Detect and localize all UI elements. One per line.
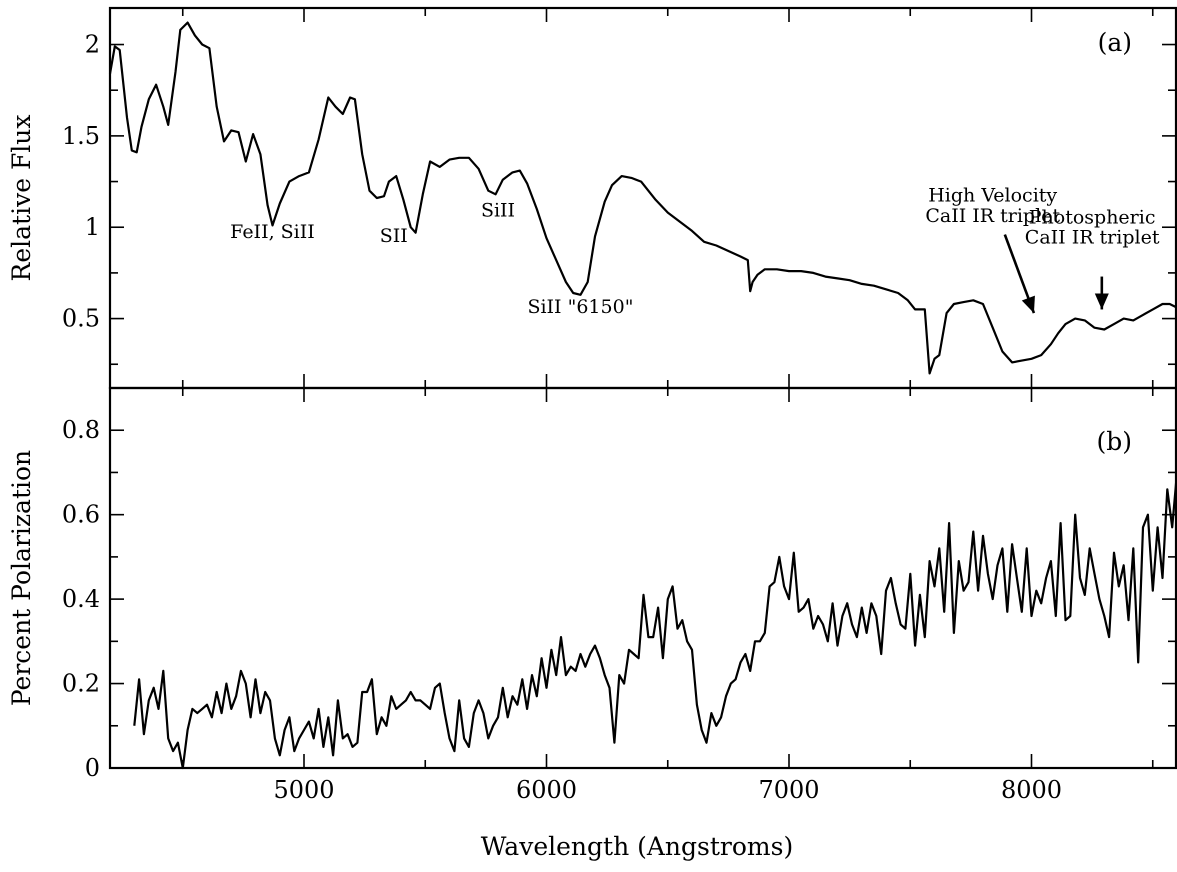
annotation-label: FeII, SiII <box>230 221 315 243</box>
polarization-panel-label: (b) <box>1096 427 1132 456</box>
flux-series-line <box>108 21 1177 375</box>
annotation-label: SiII "6150" <box>527 296 633 318</box>
annotation-label: CaII IR triplet <box>1025 227 1160 249</box>
polarization-frame <box>108 386 1177 770</box>
flux-ytick-label: 2 <box>85 31 100 59</box>
flux-panel: 0.5 1 1.5 2 Relative Flux (a) FeII, SiII SII SiI… <box>7 6 1177 390</box>
polarization-panel: 0 0.2 0.4 0.6 0.8 5000 6000 7000 8000 Percent Pol… <box>7 386 1177 804</box>
polarization-y-axis-title: Percent Polarization <box>7 450 36 706</box>
polarization-xtick-label: 5000 <box>273 776 334 804</box>
flux-y-axis-title: Relative Flux <box>7 115 36 282</box>
flux-ytick-label: 0.5 <box>62 305 100 333</box>
polarization-xtick-label: 6000 <box>516 776 577 804</box>
polarization-ytick-label: 0.4 <box>62 585 100 613</box>
annotation-arrow-head <box>1094 293 1109 310</box>
annotation-arrow-head <box>1021 295 1035 314</box>
annotation-label: SII <box>380 225 408 247</box>
polarization-xtick-label: 8000 <box>1001 776 1062 804</box>
flux-panel-label: (a) <box>1098 28 1132 57</box>
polarization-ytick-label: 0.6 <box>62 501 100 529</box>
polarization-series-line <box>133 472 1177 770</box>
annotation-label: Photospheric <box>1029 207 1156 229</box>
flux-ytick-label: 1 <box>85 213 100 241</box>
annotation-label: SiII <box>481 199 515 221</box>
x-axis-title: Wavelength (Angstroms) <box>481 832 793 861</box>
annotation-label: High Velocity <box>928 185 1057 207</box>
polarization-ytick-label: 0.2 <box>62 670 100 698</box>
polarization-ytick-label: 0 <box>85 754 100 782</box>
polarization-xtick-label: 7000 <box>758 776 819 804</box>
annotation-label: CaII IR triplet <box>925 205 1060 227</box>
flux-ytick-label: 1.5 <box>62 122 100 150</box>
polarization-ytick-label: 0.8 <box>62 416 100 444</box>
